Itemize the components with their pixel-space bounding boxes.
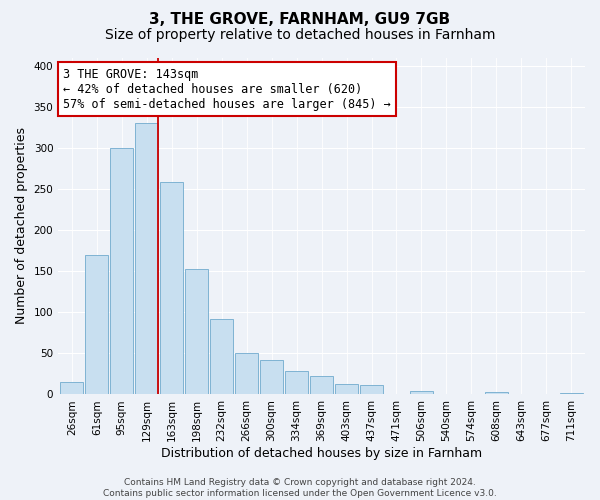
Bar: [210, 319, 233, 394]
Bar: [260, 360, 283, 394]
Bar: [335, 384, 358, 394]
Bar: [310, 376, 333, 394]
Bar: [560, 393, 583, 394]
Bar: [61, 382, 83, 394]
Bar: [285, 372, 308, 394]
Bar: [185, 268, 208, 394]
Text: Size of property relative to detached houses in Farnham: Size of property relative to detached ho…: [105, 28, 495, 42]
Text: 3, THE GROVE, FARNHAM, GU9 7GB: 3, THE GROVE, FARNHAM, GU9 7GB: [149, 12, 451, 28]
Bar: [160, 182, 183, 394]
Bar: [360, 386, 383, 394]
Bar: [235, 354, 258, 395]
Y-axis label: Number of detached properties: Number of detached properties: [15, 128, 28, 324]
Text: Contains HM Land Registry data © Crown copyright and database right 2024.
Contai: Contains HM Land Registry data © Crown c…: [103, 478, 497, 498]
Bar: [485, 392, 508, 394]
Bar: [410, 391, 433, 394]
Bar: [136, 123, 158, 394]
Text: 3 THE GROVE: 143sqm
← 42% of detached houses are smaller (620)
57% of semi-detac: 3 THE GROVE: 143sqm ← 42% of detached ho…: [64, 68, 391, 110]
Bar: [85, 254, 109, 394]
X-axis label: Distribution of detached houses by size in Farnham: Distribution of detached houses by size …: [161, 447, 482, 460]
Bar: [110, 148, 133, 394]
